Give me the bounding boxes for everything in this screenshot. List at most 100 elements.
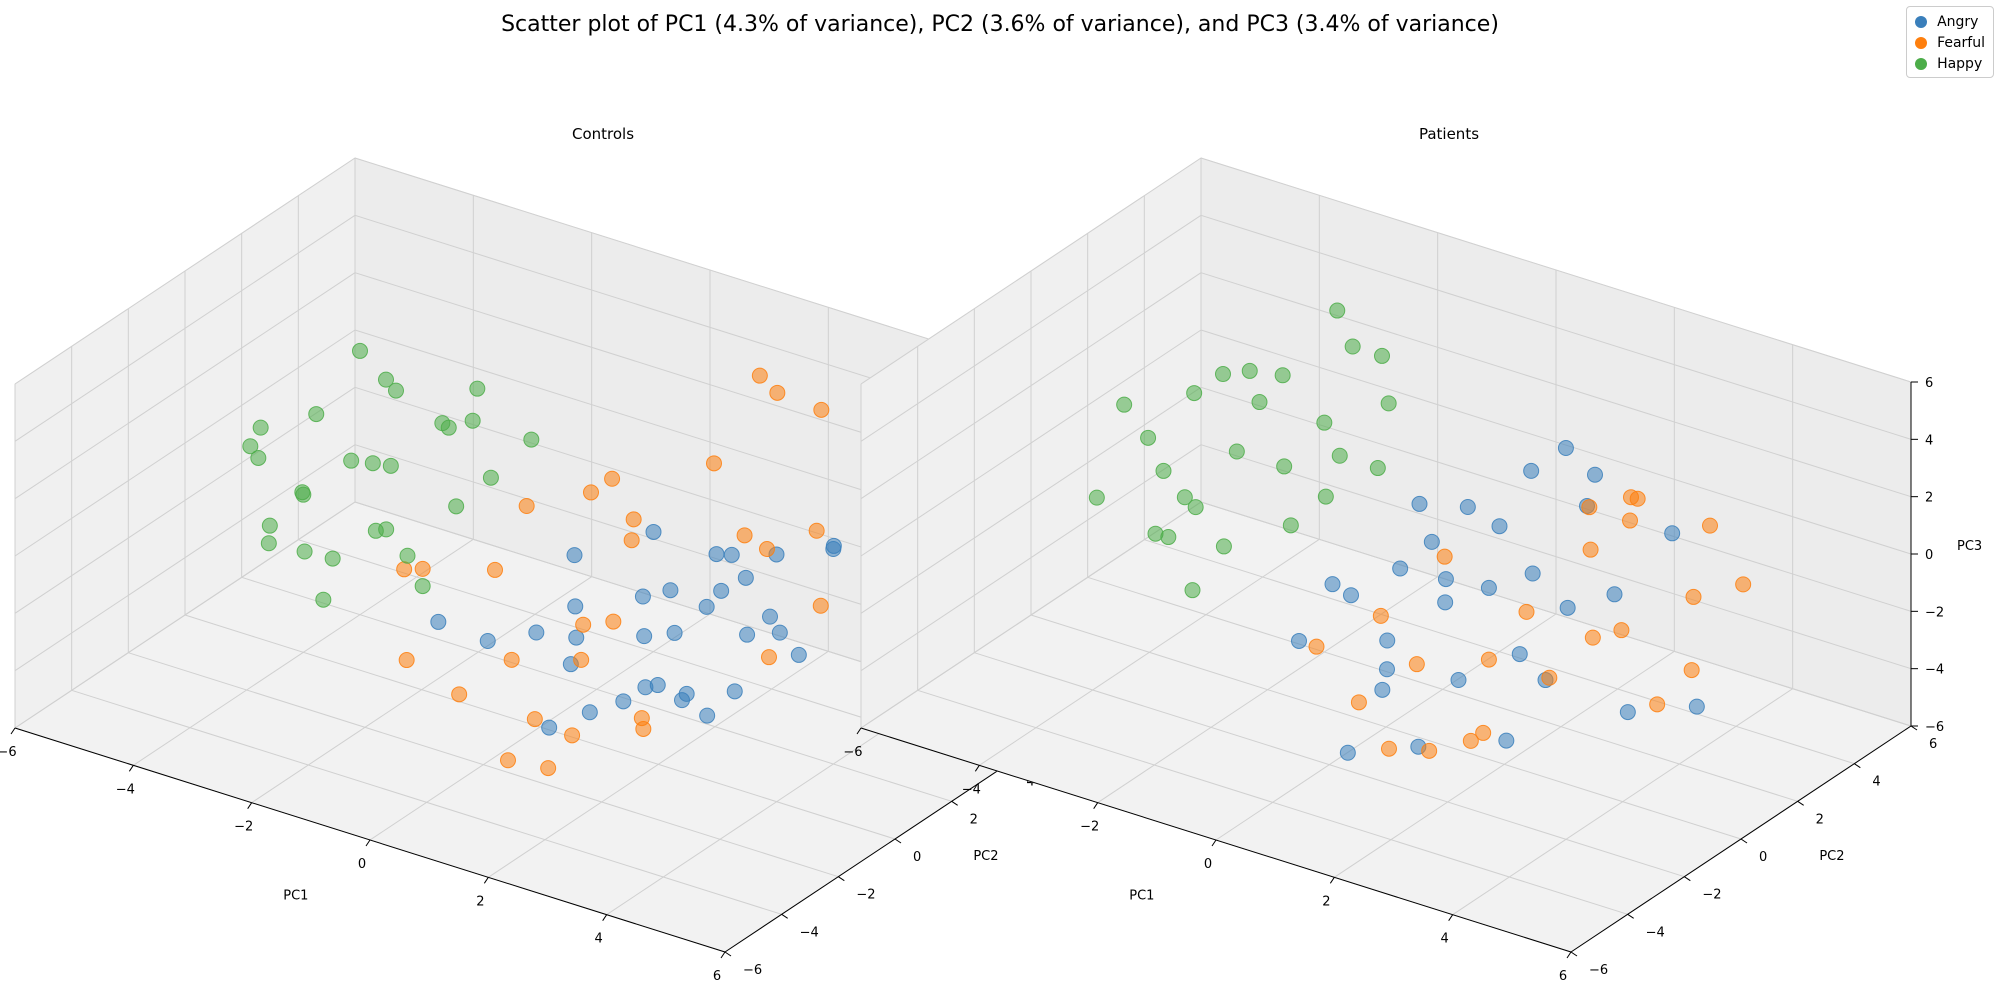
point-angry <box>790 646 807 663</box>
point-happy <box>294 484 311 501</box>
z-tick-label: 0 <box>1925 548 1933 563</box>
point-happy <box>1374 347 1390 364</box>
y-tick-mark <box>894 838 902 844</box>
point-fearful <box>398 652 415 669</box>
point-fearful <box>1735 576 1752 593</box>
y-tick-mark <box>1570 951 1578 957</box>
point-fearful <box>1480 651 1497 668</box>
point-angry <box>708 546 725 563</box>
x-tick-label: −2 <box>1080 820 1099 835</box>
point-happy <box>343 452 360 469</box>
point-happy <box>414 578 431 595</box>
y-tick-label: −4 <box>1646 925 1665 940</box>
point-happy <box>378 371 394 388</box>
y-tick-label: 0 <box>1759 850 1767 865</box>
point-fearful <box>1629 490 1646 507</box>
point-happy <box>260 535 277 552</box>
grid-line-z-left <box>14 157 356 385</box>
point-angry <box>1291 632 1307 649</box>
point-angry <box>1557 440 1574 456</box>
point-happy <box>1316 414 1333 431</box>
point-angry <box>1587 466 1603 483</box>
x-tick-label: −6 <box>0 745 17 760</box>
point-happy <box>1215 366 1231 383</box>
legend-label-happy: Happy <box>1937 55 1983 72</box>
x-tick-label: 0 <box>1204 857 1212 872</box>
y-tick-label: −4 <box>800 925 819 940</box>
x-tick-mark <box>1093 802 1099 809</box>
point-angry <box>1339 744 1356 761</box>
point-angry <box>739 626 756 643</box>
z-axis-label: PC3 <box>1957 539 1982 554</box>
point-fearful <box>503 651 520 668</box>
y-tick-mark <box>1684 876 1691 882</box>
point-angry <box>430 613 447 630</box>
x-tick-mark <box>974 765 980 772</box>
point-angry <box>615 693 632 710</box>
point-fearful <box>396 561 413 578</box>
point-happy <box>352 342 368 359</box>
y-tick-mark <box>838 876 845 882</box>
point-happy <box>482 469 499 486</box>
y-tick-label: 2 <box>1816 812 1824 827</box>
legend-item-fearful: Fearful <box>1915 32 1985 53</box>
point-angry <box>825 537 842 554</box>
point-fearful <box>769 384 786 401</box>
subplot-patients: −6 −6 −6 −4 −4 −4 −2 −2 −2 0 0 0 2 2 2 4 4 4 6 6 6 PC1 PC2 PC3 P… <box>843 125 1982 984</box>
x-tick-mark <box>10 727 16 735</box>
x-tick-label: −4 <box>116 782 135 797</box>
point-happy <box>1176 489 1193 506</box>
x-tick-label: −2 <box>234 820 253 835</box>
point-angry <box>634 588 651 605</box>
point-fearful <box>564 727 581 744</box>
point-happy <box>1241 362 1258 379</box>
x-tick-mark <box>720 951 726 959</box>
x-tick-label: 4 <box>595 932 603 947</box>
point-happy <box>469 380 486 397</box>
point-angry <box>567 598 584 615</box>
point-happy <box>296 543 313 560</box>
z-tick-label: 2 <box>1925 491 1933 506</box>
y-tick-mark <box>1854 763 1861 769</box>
point-angry <box>666 624 683 641</box>
z-tick-label: 6 <box>1925 376 1933 391</box>
point-angry <box>1450 672 1467 688</box>
point-fearful <box>1683 662 1700 679</box>
point-happy <box>1251 394 1268 411</box>
point-happy <box>1155 462 1172 479</box>
x-tick-label: 6 <box>1559 969 1567 984</box>
point-fearful <box>1308 638 1325 655</box>
point-fearful <box>1581 499 1598 516</box>
legend-marker-happy <box>1915 57 1928 70</box>
point-angry <box>568 629 585 646</box>
point-angry <box>723 546 740 563</box>
point-happy <box>242 438 259 455</box>
point-fearful <box>1350 694 1367 711</box>
point-fearful <box>451 686 468 703</box>
point-angry <box>713 582 730 599</box>
x-tick-mark <box>1448 914 1454 921</box>
point-angry <box>479 633 496 649</box>
point-angry <box>1688 698 1705 715</box>
subplot-title: Patients <box>1419 125 1479 143</box>
point-angry <box>1523 462 1540 479</box>
legend-label-fearful: Fearful <box>1937 34 1985 51</box>
figure-title: Scatter plot of PC1 (4.3% of variance), … <box>501 12 1499 37</box>
point-fearful <box>518 498 535 514</box>
y-tick-mark <box>1910 725 1918 731</box>
point-fearful <box>487 561 503 578</box>
point-angry <box>1423 533 1440 550</box>
point-fearful <box>1475 724 1492 741</box>
point-happy <box>1140 429 1157 446</box>
grid-line-z-back <box>1200 157 1912 383</box>
point-angry <box>1437 594 1454 611</box>
point-angry <box>762 608 778 625</box>
point-fearful <box>759 541 775 558</box>
x-tick-mark <box>365 839 371 847</box>
point-angry <box>649 677 666 694</box>
point-angry <box>1379 632 1396 649</box>
point-fearful <box>1702 517 1718 534</box>
grid-line-z-left <box>860 214 1202 442</box>
legend: Angry Fearful Happy <box>1906 6 1994 78</box>
point-angry <box>771 624 788 641</box>
